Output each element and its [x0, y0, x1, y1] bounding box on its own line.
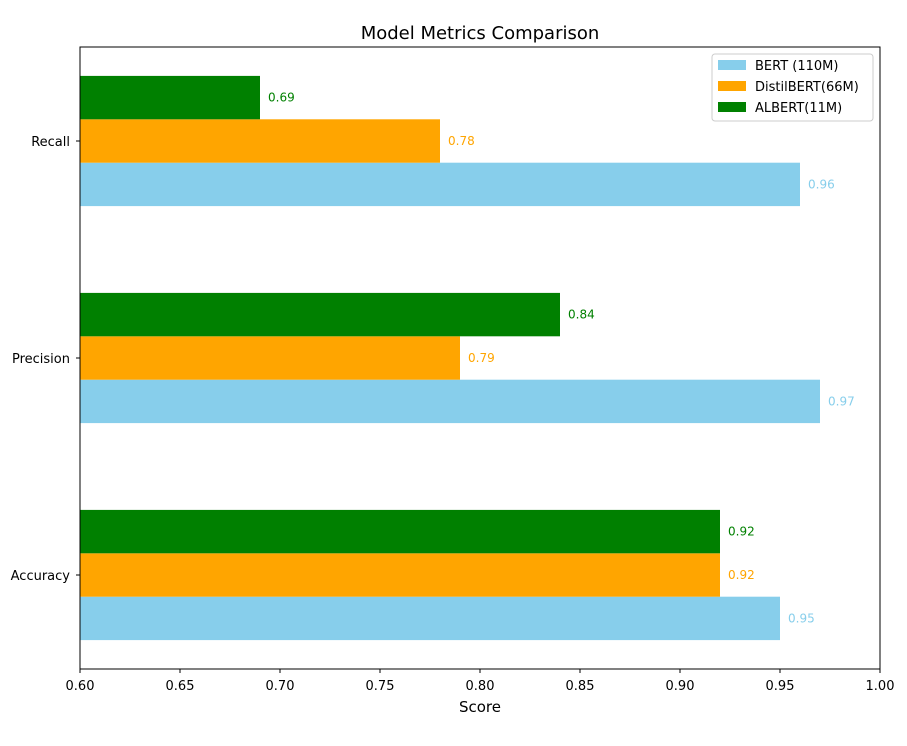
data-label-precision-series-1: 0.79	[468, 351, 495, 365]
bar-recall-series-1	[80, 119, 440, 163]
x-tick-label: 0.75	[366, 679, 395, 694]
bar-precision-series-0	[80, 379, 820, 424]
data-label-recall-series-2: 0.69	[268, 91, 295, 105]
x-tick-label: 0.65	[166, 679, 195, 694]
x-tick-label: 0.85	[566, 679, 595, 694]
data-label-accuracy-series-1: 0.92	[728, 568, 755, 582]
bar-precision-series-1	[80, 336, 460, 380]
data-label-recall-series-1: 0.78	[448, 134, 475, 148]
plot-area: 0.95 0.92 0.92 Accuracy 0.97 0.79 0.84 Precisio…	[11, 46, 895, 694]
x-tick-label: 0.95	[766, 679, 795, 694]
y-tick-label-recall: Recall	[31, 135, 70, 150]
legend-label-series-0: BERT (110M)	[755, 59, 838, 74]
data-label-recall-series-0: 0.96	[808, 177, 835, 191]
x-tick-label: 0.60	[66, 679, 95, 694]
legend-swatch-series-1	[718, 81, 746, 91]
plot-frame	[79, 46, 881, 670]
x-tick-label: 0.70	[266, 679, 295, 694]
legend-label-series-1: DistilBERT(66M)	[755, 80, 859, 95]
data-label-accuracy-series-0: 0.95	[788, 611, 815, 625]
legend-swatch-series-0	[718, 60, 746, 70]
bar-recall-series-0	[80, 162, 800, 207]
data-label-precision-series-2: 0.84	[568, 308, 595, 322]
bar-precision-series-2	[80, 292, 560, 337]
chart-title: Model Metrics Comparison	[361, 23, 600, 44]
bar-accuracy-series-2	[80, 509, 720, 554]
legend-box	[711, 53, 874, 122]
bar-accuracy-series-0	[80, 596, 780, 641]
x-tick-label: 0.80	[466, 679, 495, 694]
bar-recall-series-2	[80, 75, 260, 120]
x-tick-label: 0.90	[666, 679, 695, 694]
y-tick-label-precision: Precision	[12, 352, 70, 367]
data-label-precision-series-0: 0.97	[828, 394, 855, 408]
bar-accuracy-series-1	[80, 553, 720, 597]
legend: BERT (110M) DistilBERT(66M) ALBERT(11M)	[711, 53, 874, 122]
data-label-accuracy-series-2: 0.92	[728, 525, 755, 539]
x-tick-label: 1.00	[866, 679, 895, 694]
legend-label-series-2: ALBERT(11M)	[755, 101, 842, 116]
legend-swatch-series-2	[718, 102, 746, 112]
y-tick-label-accuracy: Accuracy	[11, 569, 71, 584]
x-axis-label: Score	[459, 698, 501, 716]
